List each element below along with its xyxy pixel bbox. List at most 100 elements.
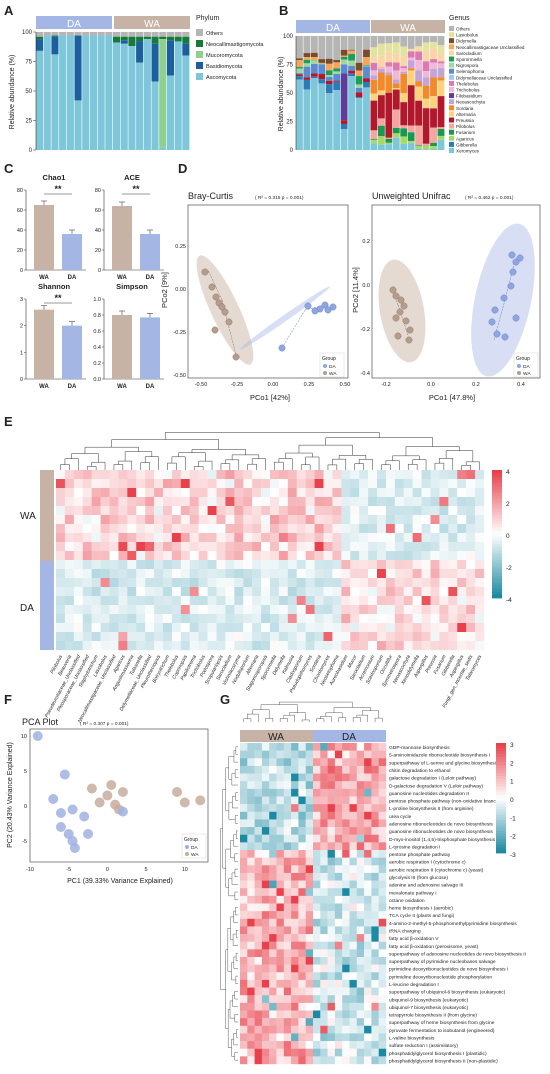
heatmap-cell bbox=[261, 524, 271, 534]
heatmap-cell bbox=[278, 641, 289, 651]
phylum-bar-segment bbox=[182, 55, 190, 150]
heatmap-cell bbox=[356, 1025, 365, 1034]
heatmap-cell bbox=[243, 533, 253, 543]
heatmap-cell bbox=[314, 524, 324, 534]
heatmap-cell bbox=[332, 515, 342, 525]
heatmap-cell bbox=[412, 641, 422, 651]
heatmap-cell bbox=[298, 1025, 306, 1034]
heatmap-cell bbox=[378, 872, 387, 881]
color-scale-step bbox=[492, 473, 502, 477]
phylum-bar-segment bbox=[74, 100, 82, 150]
heatmap-cell bbox=[342, 773, 350, 782]
heatmap-cell bbox=[349, 796, 357, 805]
genus-bar-segment bbox=[370, 143, 378, 150]
heatmap-cell bbox=[342, 857, 350, 866]
heatmap-cell bbox=[430, 533, 440, 543]
heatmap-cell bbox=[305, 926, 314, 935]
phylum-bar-segment bbox=[74, 35, 82, 101]
heatmap-cell bbox=[278, 497, 289, 507]
heatmap-cell bbox=[466, 614, 476, 624]
heatmap-cell bbox=[305, 560, 315, 570]
heatmap-cell bbox=[371, 1048, 379, 1057]
heatmap-cell bbox=[412, 623, 422, 633]
heatmap-cell bbox=[189, 506, 199, 516]
legend-swatch bbox=[449, 32, 454, 38]
genus-bar-segment bbox=[325, 70, 333, 76]
y-tick-label: 0.2 bbox=[362, 239, 370, 245]
column-dendrogram-branch bbox=[283, 715, 295, 722]
heatmap-cell bbox=[378, 934, 387, 942]
heatmap-cell bbox=[342, 1002, 350, 1011]
heatmap-cell bbox=[243, 596, 253, 606]
heatmap-cell bbox=[364, 987, 372, 996]
heatmap-cell bbox=[457, 560, 467, 570]
pathway-label: 4-amino-2-methyl-5-phosphomethylpyrimidi… bbox=[389, 921, 517, 927]
legend-label: Preussia bbox=[456, 118, 474, 123]
heatmap-cell bbox=[225, 560, 235, 570]
heatmap-cell bbox=[457, 488, 467, 498]
heatmap-cell bbox=[334, 1018, 343, 1026]
heatmap-cell bbox=[305, 470, 315, 480]
heatmap-cell bbox=[356, 880, 365, 889]
heatmap-cell bbox=[356, 987, 365, 996]
heatmap-cell bbox=[448, 587, 458, 597]
heatmap-cell bbox=[225, 596, 235, 606]
heatmap-cell bbox=[154, 551, 164, 561]
pathway-label: GDP-mannose biosynthesis bbox=[389, 745, 450, 751]
genus-bar-segment bbox=[310, 63, 318, 74]
heatmap-cell bbox=[91, 623, 101, 633]
genus-bar-segment bbox=[363, 66, 370, 79]
heatmap-cell bbox=[296, 533, 306, 543]
heatmap-cell bbox=[261, 750, 270, 759]
heatmap-cell bbox=[163, 605, 173, 615]
heatmap-cell bbox=[334, 1002, 343, 1011]
heatmap-cell bbox=[356, 1033, 365, 1042]
heatmap-cell bbox=[334, 964, 343, 973]
heatmap-cell bbox=[243, 605, 253, 615]
heatmap-cell bbox=[394, 614, 404, 624]
heatmap-cell bbox=[323, 614, 333, 624]
heatmap-cell bbox=[332, 533, 342, 543]
heatmap-cell bbox=[356, 842, 365, 851]
heatmap-cell bbox=[270, 587, 280, 597]
heatmap-cell bbox=[291, 1025, 299, 1034]
heatmap-cell bbox=[198, 623, 208, 633]
heatmap-cell bbox=[127, 569, 137, 579]
heatmap-cell bbox=[313, 788, 321, 797]
heatmap-cell bbox=[283, 979, 292, 988]
heatmap-cell bbox=[171, 560, 182, 570]
genus-bar-segment bbox=[430, 69, 437, 78]
heatmap-cell bbox=[439, 497, 449, 507]
heatmap-cell bbox=[313, 911, 321, 919]
heatmap-cell bbox=[342, 804, 350, 812]
legend-swatch-da bbox=[517, 364, 521, 368]
heatmap-cell bbox=[377, 551, 387, 561]
heatmap-cell bbox=[359, 533, 369, 543]
genus-bar-segment bbox=[407, 70, 415, 86]
genus-bar-segment bbox=[355, 36, 363, 63]
heatmap-cell bbox=[334, 773, 343, 782]
heatmap-cell bbox=[269, 903, 277, 912]
heatmap-cell bbox=[305, 623, 315, 633]
heatmap-cell bbox=[394, 524, 404, 534]
heatmap-cell bbox=[371, 926, 379, 935]
heatmap-cell bbox=[278, 587, 289, 597]
heatmap-cell bbox=[341, 587, 351, 597]
heatmap-cell bbox=[457, 578, 467, 588]
heatmap-cell bbox=[291, 949, 299, 958]
phylum-bar-segment bbox=[182, 36, 190, 44]
heatmap-cell bbox=[385, 569, 396, 579]
heatmap-cell bbox=[323, 470, 333, 480]
heatmap-cell bbox=[364, 964, 372, 973]
heatmap-cell bbox=[163, 524, 173, 534]
color-scale-step bbox=[492, 479, 502, 484]
heatmap-cell bbox=[291, 758, 299, 767]
point-wa bbox=[232, 353, 240, 361]
heatmap-cell bbox=[320, 788, 328, 797]
color-scale-label: -2 bbox=[506, 565, 512, 572]
heatmap-cell bbox=[283, 842, 292, 851]
heatmap-cell bbox=[247, 979, 255, 988]
heatmap-cell bbox=[180, 470, 190, 480]
heatmap-cell bbox=[298, 788, 306, 797]
heatmap-cell bbox=[216, 623, 226, 633]
